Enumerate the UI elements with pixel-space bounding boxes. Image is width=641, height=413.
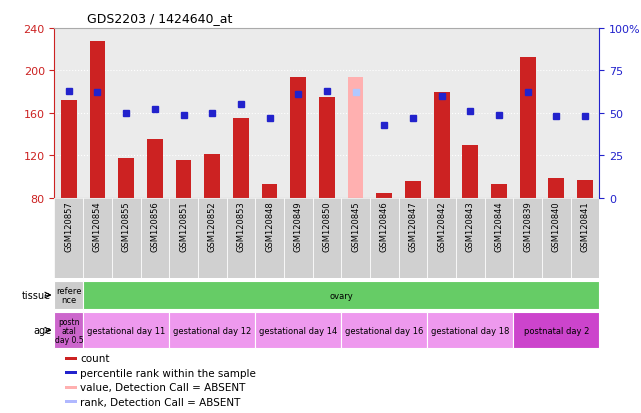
Bar <box>140 198 169 279</box>
Bar <box>65 386 77 389</box>
Text: gestational day 14: gestational day 14 <box>259 326 337 335</box>
Bar <box>405 181 421 198</box>
Text: GSM120854: GSM120854 <box>93 201 102 251</box>
Bar <box>456 198 485 279</box>
Text: GSM120840: GSM120840 <box>552 201 561 251</box>
Bar <box>428 198 456 279</box>
Bar <box>370 198 399 279</box>
Text: GSM120850: GSM120850 <box>322 201 331 251</box>
Text: percentile rank within the sample: percentile rank within the sample <box>80 368 256 378</box>
Bar <box>226 198 255 279</box>
Text: GSM120845: GSM120845 <box>351 201 360 251</box>
Bar <box>549 178 564 198</box>
Bar <box>341 313 428 348</box>
Bar <box>65 371 77 374</box>
Text: value, Detection Call = ABSENT: value, Detection Call = ABSENT <box>80 382 246 392</box>
Bar <box>119 159 134 198</box>
Bar <box>54 281 83 309</box>
Text: gestational day 11: gestational day 11 <box>87 326 165 335</box>
Bar <box>255 313 341 348</box>
Text: GSM120853: GSM120853 <box>237 201 246 251</box>
Bar <box>169 313 255 348</box>
Bar <box>313 198 341 279</box>
Bar <box>176 160 192 198</box>
Text: gestational day 16: gestational day 16 <box>345 326 424 335</box>
Text: count: count <box>80 353 110 363</box>
Text: GSM120855: GSM120855 <box>122 201 131 251</box>
Text: GSM120857: GSM120857 <box>64 201 73 251</box>
Text: gestational day 12: gestational day 12 <box>173 326 251 335</box>
Bar <box>54 198 83 279</box>
Text: tissue: tissue <box>22 290 51 300</box>
Bar <box>513 313 599 348</box>
Bar <box>262 185 278 198</box>
Text: refere
nce: refere nce <box>56 286 81 304</box>
Text: gestational day 18: gestational day 18 <box>431 326 510 335</box>
Bar <box>112 198 140 279</box>
Bar <box>147 140 163 198</box>
Bar <box>284 198 313 279</box>
Text: GSM120852: GSM120852 <box>208 201 217 251</box>
Text: GSM120851: GSM120851 <box>179 201 188 251</box>
Bar <box>54 313 83 348</box>
Bar <box>428 313 513 348</box>
Bar <box>83 313 169 348</box>
Text: GSM120847: GSM120847 <box>408 201 417 251</box>
Bar <box>399 198 428 279</box>
Bar <box>341 198 370 279</box>
Text: GSM120839: GSM120839 <box>523 201 532 251</box>
Bar <box>319 98 335 198</box>
Bar <box>233 119 249 198</box>
Bar <box>570 198 599 279</box>
Bar <box>83 198 112 279</box>
Text: GSM120841: GSM120841 <box>581 201 590 251</box>
Bar <box>61 101 77 198</box>
Bar <box>290 78 306 198</box>
Text: age: age <box>33 325 51 335</box>
Text: postn
atal
day 0.5: postn atal day 0.5 <box>54 317 83 344</box>
Text: GSM120844: GSM120844 <box>494 201 503 251</box>
Text: GDS2203 / 1424640_at: GDS2203 / 1424640_at <box>87 12 232 25</box>
Bar <box>255 198 284 279</box>
Text: rank, Detection Call = ABSENT: rank, Detection Call = ABSENT <box>80 396 240 407</box>
Bar <box>520 57 535 198</box>
Bar <box>347 78 363 198</box>
Bar <box>169 198 198 279</box>
Text: GSM120842: GSM120842 <box>437 201 446 251</box>
Bar <box>485 198 513 279</box>
Bar <box>462 145 478 198</box>
Text: postnatal day 2: postnatal day 2 <box>524 326 589 335</box>
Bar <box>577 180 593 198</box>
Bar <box>491 185 507 198</box>
Bar <box>90 42 105 198</box>
Text: ovary: ovary <box>329 291 353 300</box>
Bar <box>65 357 77 360</box>
Bar <box>434 93 449 198</box>
Text: GSM120856: GSM120856 <box>151 201 160 251</box>
Bar <box>198 198 226 279</box>
Bar <box>376 194 392 198</box>
Bar <box>65 400 77 403</box>
Text: GSM120848: GSM120848 <box>265 201 274 251</box>
Text: GSM120849: GSM120849 <box>294 201 303 251</box>
Bar <box>204 155 220 198</box>
Text: GSM120846: GSM120846 <box>379 201 388 251</box>
Text: GSM120843: GSM120843 <box>466 201 475 251</box>
Bar <box>542 198 570 279</box>
Bar <box>513 198 542 279</box>
